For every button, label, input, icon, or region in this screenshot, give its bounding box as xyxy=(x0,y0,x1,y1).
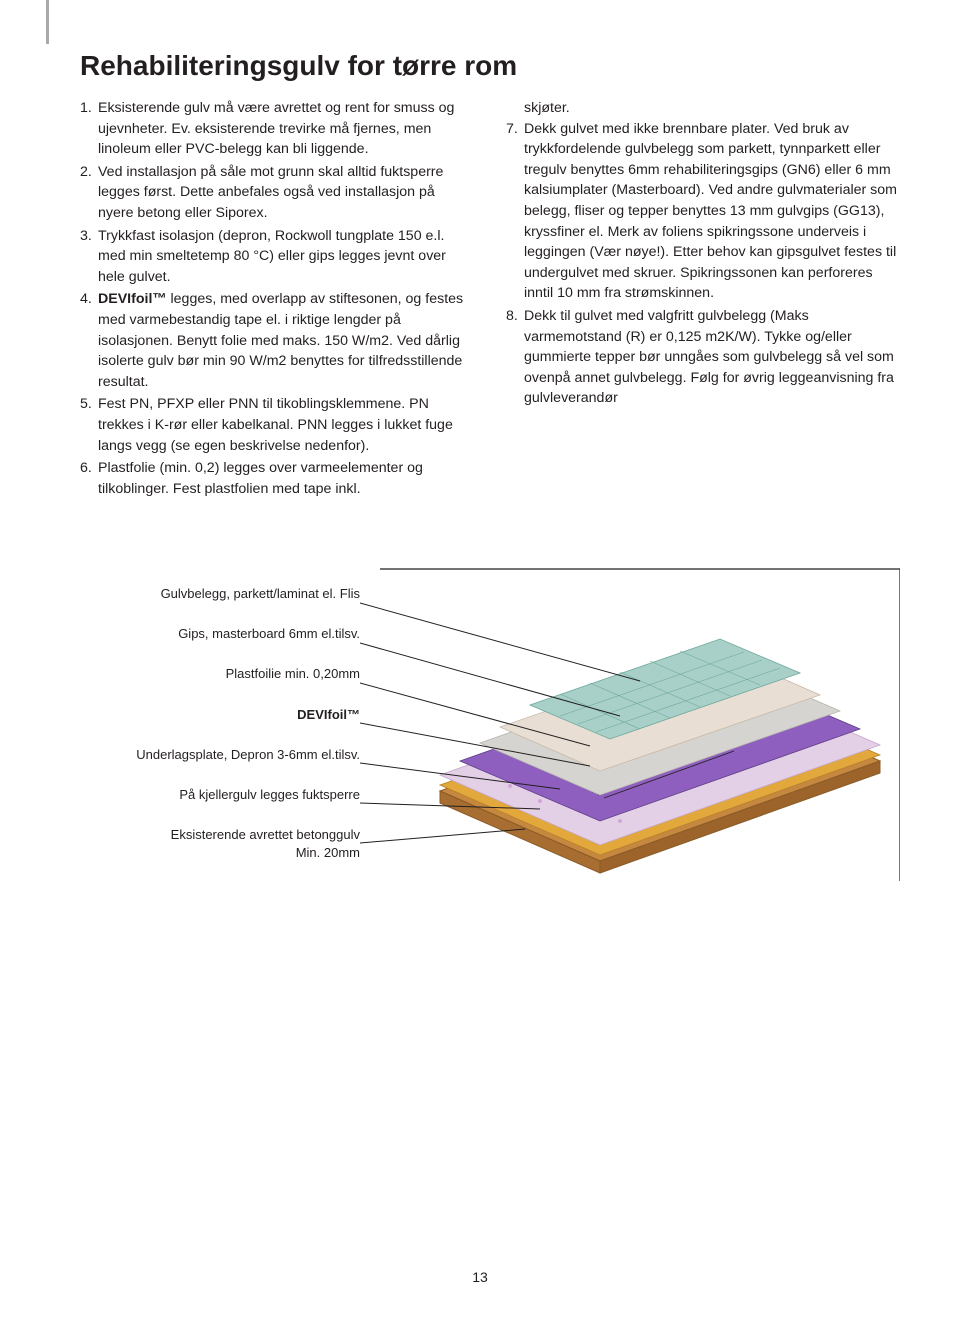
instruction-step: DEVIfoil™ legges, med overlapp av stifte… xyxy=(80,289,474,392)
diagram-label: På kjellergulv legges fuktsperre xyxy=(80,786,360,804)
diagram-label: Plastfoilie min. 0,20mm xyxy=(80,665,360,683)
right-column: skjøter. 7.Dekk gulvet med ikke brennbar… xyxy=(506,98,900,501)
continuation-text: skjøter. xyxy=(506,98,900,119)
instruction-step: Plastfolie (min. 0,2) legges over varmee… xyxy=(80,458,474,499)
diagram-label: DEVIfoil™ xyxy=(80,706,360,724)
side-rule xyxy=(46,0,49,44)
instruction-list-left: Eksisterende gulv må være avrettet og re… xyxy=(80,98,474,499)
instruction-list-right: 7.Dekk gulvet med ikke brennbare plater.… xyxy=(506,119,900,409)
two-column-text: Eksisterende gulv må være avrettet og re… xyxy=(80,98,900,501)
instruction-step: Eksisterende gulv må være avrettet og re… xyxy=(80,98,474,160)
page-number: 13 xyxy=(0,1269,960,1285)
left-column: Eksisterende gulv må være avrettet og re… xyxy=(80,98,474,501)
diagram-label: Gips, masterboard 6mm el.tilsv. xyxy=(80,625,360,643)
diagram-label: Underlagsplate, Depron 3-6mm el.tilsv. xyxy=(80,746,360,764)
instruction-step: Trykkfast isolasjon (depron, Rockwoll tu… xyxy=(80,226,474,288)
instruction-step: 7.Dekk gulvet med ikke brennbare plater.… xyxy=(506,119,900,304)
diagram-label: Gulvbelegg, parkett/laminat el. Flis xyxy=(80,585,360,603)
floor-diagram-block: Gulvbelegg, parkett/laminat el. Flis Gips… xyxy=(80,561,900,886)
page-content: Rehabiliteringsgulv for tørre rom Eksist… xyxy=(0,0,960,926)
instruction-step: 8.Dekk til gulvet med valgfritt gulvbele… xyxy=(506,306,900,409)
instruction-step: Fest PN, PFXP eller PNN til tikoblingskl… xyxy=(80,394,474,456)
floor-layers-diagram xyxy=(360,561,900,886)
instruction-step: Ved installasjon på såle mot grunn skal … xyxy=(80,162,474,224)
diagram-label: Eksisterende avrettet betonggulvMin. 20m… xyxy=(80,826,360,862)
page-title: Rehabiliteringsgulv for tørre rom xyxy=(80,50,900,82)
diagram-labels: Gulvbelegg, parkett/laminat el. Flis Gips… xyxy=(80,585,360,863)
